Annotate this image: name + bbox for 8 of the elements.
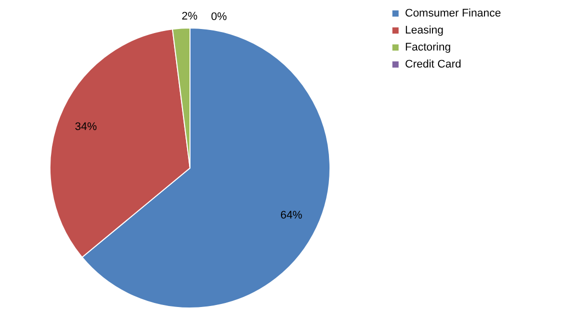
- data-label: 64%: [280, 210, 303, 222]
- data-label: 2%: [182, 10, 198, 22]
- legend-label: Credit Card: [405, 58, 462, 70]
- text: 0%: [211, 11, 227, 24]
- data-label: 34%: [74, 120, 98, 133]
- legend-label: Comsumer Finance: [405, 8, 501, 20]
- legend-label: Leasing: [405, 24, 444, 36]
- legend-label: Factoring: [405, 42, 451, 54]
